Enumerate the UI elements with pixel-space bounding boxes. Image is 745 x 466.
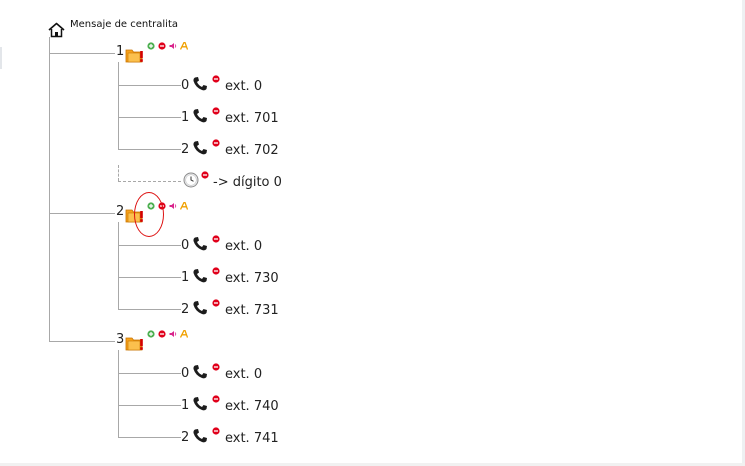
phone-icon bbox=[193, 141, 207, 155]
menu-2-number: 2 bbox=[116, 204, 125, 219]
option-key: 1 bbox=[181, 270, 190, 285]
option-target[interactable]: ext. 741 bbox=[225, 431, 279, 446]
menu-folder-icon[interactable] bbox=[125, 47, 144, 63]
tree-branch-timeout bbox=[118, 181, 181, 182]
tree-line-menu-1 bbox=[118, 62, 119, 150]
option-target[interactable]: ext. 731 bbox=[225, 303, 279, 318]
option-key: 0 bbox=[181, 366, 190, 381]
option-key: 2 bbox=[181, 142, 190, 157]
tree-branch-option bbox=[118, 117, 181, 118]
option-target[interactable]: ext. 0 bbox=[225, 239, 263, 254]
delete-icon[interactable] bbox=[212, 299, 220, 307]
delete-icon[interactable] bbox=[158, 42, 166, 50]
add-icon[interactable] bbox=[147, 42, 155, 50]
phone-icon bbox=[193, 77, 207, 91]
audio-icon[interactable] bbox=[169, 42, 177, 50]
option-key: 2 bbox=[181, 302, 190, 317]
text-edit-icon[interactable] bbox=[180, 202, 188, 210]
option-key: 1 bbox=[181, 398, 190, 413]
option-target[interactable]: ext. 0 bbox=[225, 79, 263, 94]
option-target[interactable]: ext. 702 bbox=[225, 143, 279, 158]
tree-branch-option bbox=[118, 437, 181, 438]
tree-branch-option bbox=[118, 245, 181, 246]
tree-branch-menu-2 bbox=[49, 213, 115, 214]
option-key: 0 bbox=[181, 78, 190, 93]
option-key: 0 bbox=[181, 238, 190, 253]
menu-3-number: 3 bbox=[116, 332, 125, 347]
add-icon[interactable] bbox=[147, 330, 155, 338]
phone-icon bbox=[193, 237, 207, 251]
tree-branch-option bbox=[118, 405, 181, 406]
option-target[interactable]: ext. 0 bbox=[225, 367, 263, 382]
delete-icon[interactable] bbox=[212, 107, 220, 115]
frame-edge-bottom bbox=[0, 463, 745, 466]
tree-branch-option bbox=[118, 309, 181, 310]
tree-branch-option bbox=[118, 149, 181, 150]
frame-edge-left bbox=[0, 47, 2, 69]
delete-icon[interactable] bbox=[201, 171, 209, 179]
option-target[interactable]: ext. 740 bbox=[225, 399, 279, 414]
tree-line-timeout bbox=[118, 165, 119, 181]
delete-icon[interactable] bbox=[212, 395, 220, 403]
delete-icon[interactable] bbox=[212, 139, 220, 147]
audio-icon[interactable] bbox=[169, 330, 177, 338]
tree-line-root bbox=[49, 37, 50, 342]
root-label[interactable]: Mensaje de centralita bbox=[70, 19, 178, 30]
text-edit-icon[interactable] bbox=[180, 330, 188, 338]
tree-line-menu-2 bbox=[118, 222, 119, 310]
tree-branch-option bbox=[118, 373, 181, 374]
clock-icon bbox=[183, 172, 199, 188]
phone-icon bbox=[193, 429, 207, 443]
delete-icon[interactable] bbox=[212, 267, 220, 275]
option-key: 1 bbox=[181, 110, 190, 125]
highlight-circle bbox=[134, 192, 164, 237]
option-target[interactable]: ext. 701 bbox=[225, 111, 279, 126]
tree-branch-option bbox=[118, 277, 181, 278]
option-key: 2 bbox=[181, 430, 190, 445]
delete-icon[interactable] bbox=[212, 427, 220, 435]
timeout-target[interactable]: -> dígito 0 bbox=[213, 175, 282, 190]
phone-icon bbox=[193, 397, 207, 411]
phone-icon bbox=[193, 109, 207, 123]
audio-icon[interactable] bbox=[169, 202, 177, 210]
home-icon[interactable] bbox=[48, 22, 65, 38]
menu-1-number: 1 bbox=[116, 44, 125, 59]
delete-icon[interactable] bbox=[212, 75, 220, 83]
tree-branch-menu-1 bbox=[49, 53, 115, 54]
phone-icon bbox=[193, 365, 207, 379]
delete-icon[interactable] bbox=[212, 363, 220, 371]
tree-line-menu-3 bbox=[118, 350, 119, 438]
phone-icon bbox=[193, 301, 207, 315]
frame-edge-right bbox=[742, 0, 745, 466]
delete-icon[interactable] bbox=[158, 330, 166, 338]
text-edit-icon[interactable] bbox=[180, 42, 188, 50]
tree-branch-menu-3 bbox=[49, 341, 115, 342]
menu-folder-icon[interactable] bbox=[125, 335, 144, 351]
tree-branch-option bbox=[118, 85, 181, 86]
phone-icon bbox=[193, 269, 207, 283]
delete-icon[interactable] bbox=[212, 235, 220, 243]
option-target[interactable]: ext. 730 bbox=[225, 271, 279, 286]
